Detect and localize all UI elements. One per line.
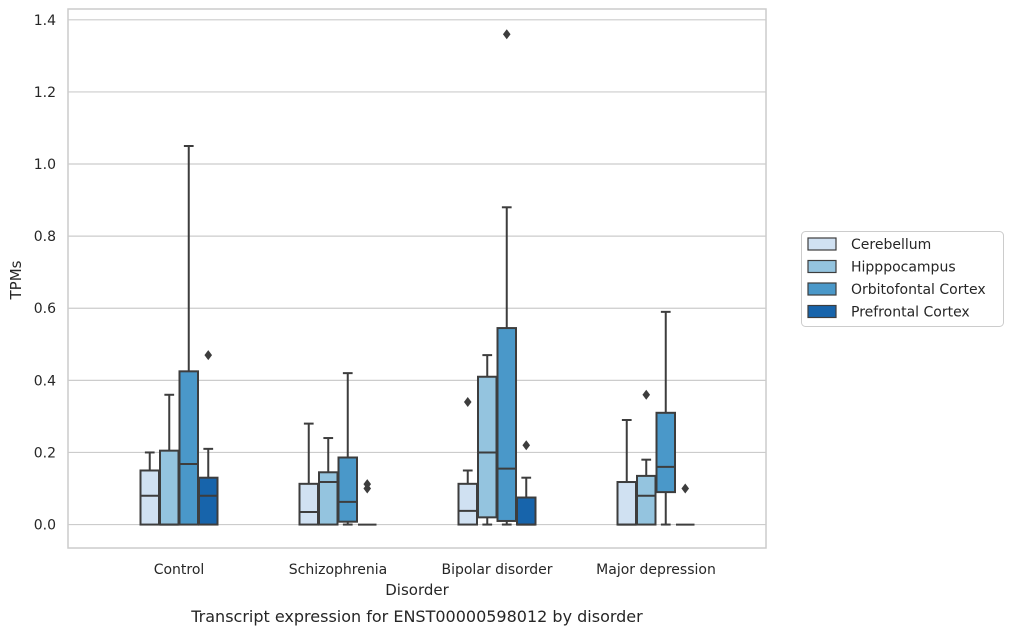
y-tick-label: 1.2 [34, 85, 56, 101]
box-schizophrenia-cerebellum [298, 422, 319, 526]
outlier-point [463, 396, 472, 407]
outlier-point [642, 389, 651, 400]
y-tick-label: 1.0 [34, 157, 56, 173]
chart-caption: Transcript expression for ENST0000059801… [190, 607, 643, 626]
boxes [139, 29, 695, 526]
legend-swatch [807, 259, 837, 274]
x-tick-label: Major depression [596, 562, 716, 578]
legend-entry-label: Orbitofontal Cortex [851, 282, 986, 298]
box-iqr [477, 375, 498, 519]
y-axis-ticks: 0.0 0.2 0.4 0.6 0.8 1.0 1.2 1.4 [34, 13, 56, 534]
outlier-point [681, 483, 690, 494]
box-schizophrenia-orbitofontal-cortex [337, 372, 358, 526]
y-tick-label: 0.8 [34, 229, 56, 245]
box-major-depression-prefrontal-cortex [676, 483, 695, 526]
y-tick-label: 1.4 [34, 13, 56, 29]
x-axis-title: Disorder [385, 581, 449, 599]
box-control-prefrontal-cortex [198, 350, 219, 526]
legend-swatch [807, 304, 837, 319]
legend-frame [801, 231, 1004, 327]
box-schizophrenia-prefrontal-cortex [358, 479, 377, 526]
box-iqr [198, 476, 219, 526]
box-iqr [457, 482, 478, 526]
y-tick-label: 0.0 [34, 518, 56, 534]
legend-entry-label: Hipppocampus [851, 260, 956, 276]
box-bipolar-disorder-prefrontal-cortex [516, 440, 537, 526]
box-iqr [516, 496, 537, 526]
box-iqr [616, 481, 637, 526]
box-control-cerebellum [139, 451, 160, 526]
box-iqr [636, 474, 657, 526]
box-iqr [318, 471, 339, 526]
x-tick-label: Bipolar disorder [441, 562, 552, 578]
outlier-point [204, 350, 213, 361]
box-iqr [159, 449, 180, 526]
box-iqr [139, 469, 160, 526]
x-tick-label: Schizophrenia [289, 562, 387, 578]
outlier-point [502, 29, 511, 40]
box-bipolar-disorder-hipppocampus [477, 354, 498, 526]
box-control-hipppocampus [159, 393, 180, 526]
legend-entry-label: Prefrontal Cortex [851, 305, 970, 321]
box-schizophrenia-hipppocampus [318, 437, 339, 526]
plot-area-frame [67, 8, 767, 549]
legend: Cerebellum Hipppocampus Orbitofontal Corte… [801, 231, 1004, 327]
legend-entry-label: Cerebellum [851, 237, 931, 253]
box-control-orbitofontal-cortex [178, 145, 199, 526]
outlier-point [522, 440, 531, 451]
y-tick-label: 0.4 [34, 373, 56, 389]
box-bipolar-disorder-orbitofontal-cortex [496, 29, 517, 526]
box-bipolar-disorder-cerebellum [457, 396, 478, 526]
legend-swatch [807, 282, 837, 296]
box-iqr [337, 456, 358, 523]
x-axis-ticks: Control Schizophrenia Bipolar disorder Majo… [154, 562, 716, 578]
box-iqr [178, 370, 199, 526]
box-major-depression-hipppocampus [636, 389, 657, 526]
box-major-depression-cerebellum [616, 419, 637, 526]
legend-swatch [807, 237, 837, 251]
x-tick-label: Control [154, 562, 205, 578]
y-axis-title: TPMs [7, 260, 25, 300]
box-iqr [496, 327, 517, 522]
y-tick-label: 0.2 [34, 445, 56, 461]
box-major-depression-orbitofontal-cortex [655, 310, 676, 526]
box-iqr [655, 411, 676, 494]
outlier-point [363, 479, 372, 490]
y-tick-label: 0.6 [34, 301, 56, 317]
box-iqr [298, 482, 319, 526]
